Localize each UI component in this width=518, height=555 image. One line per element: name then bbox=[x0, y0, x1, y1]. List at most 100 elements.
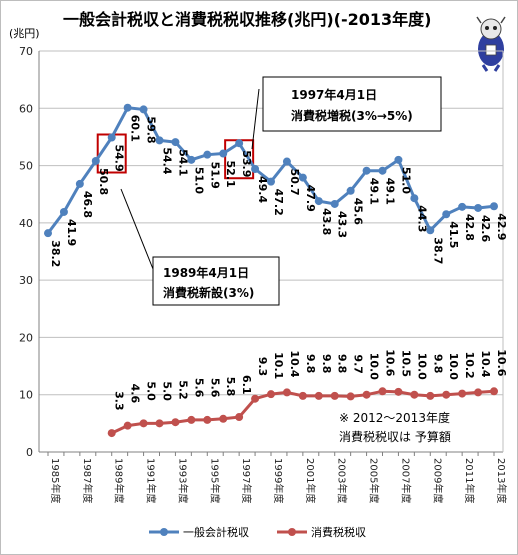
annotation-1989-date: 1989年4月1日 bbox=[163, 265, 249, 280]
budget-note-bg bbox=[335, 406, 481, 448]
point-general-revenue bbox=[59, 207, 68, 216]
data-label-consumption-tax: 5.8 bbox=[224, 377, 237, 397]
point-general-revenue bbox=[203, 150, 212, 159]
point-consumption-tax bbox=[267, 390, 275, 399]
annotation-1997-pointer bbox=[251, 88, 260, 150]
data-label-general-revenue: 60.1 bbox=[129, 115, 142, 142]
point-consumption-tax bbox=[330, 391, 339, 400]
data-label-consumption-tax: 10.1 bbox=[272, 352, 285, 379]
point-general-revenue bbox=[123, 103, 132, 112]
data-label-consumption-tax: 9.8 bbox=[320, 354, 333, 374]
point-general-revenue bbox=[346, 186, 355, 195]
point-general-revenue bbox=[91, 156, 100, 165]
data-label-general-revenue: 54.1 bbox=[176, 149, 189, 176]
data-label-general-revenue: 51.0 bbox=[192, 167, 205, 194]
data-label-general-revenue: 41.9 bbox=[65, 219, 78, 246]
point-general-revenue bbox=[107, 133, 116, 142]
data-label-consumption-tax: 10.5 bbox=[399, 350, 412, 377]
data-label-general-revenue: 49.1 bbox=[384, 178, 397, 205]
data-label-general-revenue: 53.9 bbox=[240, 150, 253, 177]
legend-marker-general bbox=[160, 528, 168, 536]
point-general-revenue bbox=[474, 203, 483, 212]
point-general-revenue bbox=[235, 139, 244, 148]
legend-marker-consumption bbox=[288, 528, 296, 536]
point-general-revenue bbox=[298, 173, 307, 182]
point-consumption-tax bbox=[298, 391, 307, 400]
point-general-revenue bbox=[314, 197, 323, 206]
y-tick-label: 20 bbox=[19, 331, 33, 344]
legend-label-consumption: 消費税税収 bbox=[311, 525, 366, 539]
x-tick-label: 1991年度 bbox=[145, 458, 158, 503]
point-general-revenue bbox=[330, 199, 339, 208]
data-label-general-revenue: 38.7 bbox=[431, 237, 444, 264]
point-general-revenue bbox=[219, 149, 228, 158]
point-general-revenue bbox=[187, 155, 196, 164]
point-general-revenue bbox=[410, 194, 419, 203]
series-lines bbox=[44, 103, 498, 438]
y-tick-label: 30 bbox=[19, 274, 33, 287]
annotation-1989-pointer bbox=[120, 188, 154, 270]
x-tick-label: 1985年度 bbox=[49, 458, 62, 503]
y-tick-label: 10 bbox=[19, 389, 33, 402]
y-axis: 0 10 20 30 40 50 60 70 bbox=[19, 45, 40, 459]
data-label-consumption-tax: 10.4 bbox=[288, 350, 301, 377]
point-general-revenue bbox=[171, 138, 180, 147]
data-label-consumption-tax: 6.1 bbox=[240, 375, 253, 395]
y-tick-label: 40 bbox=[19, 217, 33, 230]
x-tick-label: 1989年度 bbox=[113, 458, 126, 503]
data-label-general-revenue: 49.1 bbox=[368, 178, 381, 205]
data-label-general-revenue: 42.9 bbox=[495, 213, 508, 240]
data-label-consumption-tax: 9.8 bbox=[304, 354, 317, 374]
data-label-consumption-tax: 3.3 bbox=[113, 391, 126, 411]
annotation-1989-box bbox=[152, 256, 280, 306]
annotation-1989-line2: 消費税新設 bbox=[163, 285, 224, 300]
annotation-1997-line2: 消費税増税 bbox=[291, 108, 351, 123]
x-tick-label: 2009年度 bbox=[431, 458, 444, 503]
data-label-general-revenue: 51.9 bbox=[208, 162, 221, 189]
budget-note-line2: 消費税税収は 予算額 bbox=[339, 429, 451, 444]
data-label-general-revenue: 43.8 bbox=[320, 208, 333, 235]
data-label-general-revenue: 59.8 bbox=[145, 116, 158, 143]
data-label-general-revenue: 42.6 bbox=[479, 215, 492, 242]
data-label-consumption-tax: 10.0 bbox=[447, 353, 460, 380]
point-consumption-tax bbox=[314, 391, 323, 400]
x-tick-label: 1987年度 bbox=[81, 458, 94, 503]
point-consumption-tax bbox=[123, 421, 132, 430]
point-general-revenue bbox=[251, 165, 260, 174]
data-label-general-revenue: 52.1 bbox=[224, 161, 237, 188]
point-consumption-tax bbox=[442, 390, 451, 399]
chart-title: 一般会計税収と消費税税収推移(兆円)(-2013年度) bbox=[63, 10, 431, 29]
data-label-consumption-tax: 10.4 bbox=[479, 350, 492, 377]
x-tick-label: 2001年度 bbox=[304, 458, 317, 503]
mascot-character-icon bbox=[476, 16, 506, 72]
data-label-consumption-tax: 5.6 bbox=[208, 378, 221, 398]
point-consumption-tax bbox=[362, 390, 371, 399]
data-label-consumption-tax: 10.0 bbox=[415, 353, 428, 380]
point-consumption-tax bbox=[235, 413, 244, 422]
data-label-general-revenue: 54.4 bbox=[161, 147, 174, 174]
point-consumption-tax bbox=[410, 390, 419, 399]
point-general-revenue bbox=[75, 179, 84, 188]
point-general-revenue bbox=[378, 166, 387, 175]
x-tick-label: 2005年度 bbox=[368, 458, 381, 503]
point-general-revenue bbox=[442, 210, 451, 219]
data-label-general-revenue: 49.4 bbox=[256, 176, 269, 203]
data-label-general-revenue: 38.2 bbox=[49, 240, 62, 267]
point-consumption-tax bbox=[490, 387, 498, 396]
data-label-general-revenue: 54.9 bbox=[113, 145, 126, 172]
x-tick-label: 2007年度 bbox=[399, 458, 412, 503]
annotation-1989-text: 消費税新設(3%) bbox=[163, 285, 254, 300]
point-consumption-tax bbox=[219, 414, 228, 423]
data-label-general-revenue: 43.3 bbox=[336, 211, 349, 238]
annotation-1997-box bbox=[262, 76, 442, 132]
annotation-1989-line3: (3%) bbox=[223, 286, 254, 300]
data-label-consumption-tax: 4.6 bbox=[129, 384, 142, 404]
data-label-general-revenue: 50.7 bbox=[288, 169, 301, 196]
point-consumption-tax bbox=[394, 387, 403, 396]
point-consumption-tax bbox=[378, 387, 387, 396]
data-label-general-revenue: 44.3 bbox=[415, 205, 428, 232]
data-label-consumption-tax: 9.8 bbox=[431, 354, 444, 374]
data-label-consumption-tax: 5.0 bbox=[161, 381, 174, 401]
x-axis: 1985年度 1987年度 1989年度 1991年度 1993年度 1995年度 1997… bbox=[47, 452, 508, 503]
